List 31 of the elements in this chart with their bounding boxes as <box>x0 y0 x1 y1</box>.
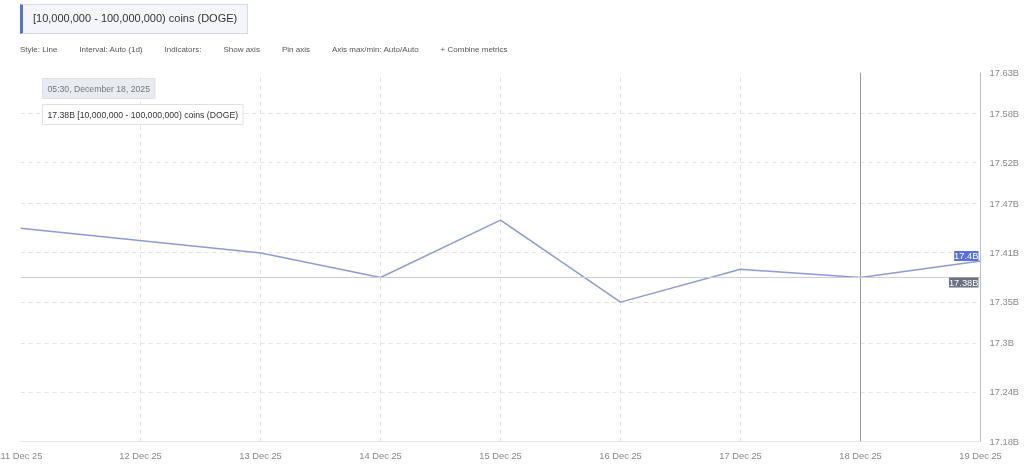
annotation: 17.38B [10,000,000 - 100,000,000) coins (DOGE) <box>47 109 239 120</box>
x-tick-label: 18 Dec 25 <box>839 450 882 461</box>
text: Style: Line <box>20 44 58 54</box>
x-tick-label: 15 Dec 25 <box>479 450 522 461</box>
annotation: 05:30, December 18, 2025 <box>47 83 151 94</box>
x-tick-label: 14 Dec 25 <box>359 450 402 461</box>
x-tick-label: 13 Dec 25 <box>239 450 282 461</box>
y-tick-label: 17.52B <box>989 157 1020 168</box>
y-tick-label: 17.18B <box>989 436 1020 447</box>
y-tick-label: 17.41B <box>989 247 1020 258</box>
text: Interval: Auto (1d) <box>79 44 143 54</box>
text: Indicators: <box>164 44 202 54</box>
ref-line-label: 17.38B <box>948 277 979 288</box>
x-tick-label: 17 Dec 25 <box>719 450 762 461</box>
y-tick-label: 17.63B <box>989 67 1020 78</box>
text: Axis max/min: Auto/Auto <box>331 44 419 54</box>
y-tick-label: 17.35B <box>989 297 1020 308</box>
y-tick-label: 17.24B <box>989 387 1020 398</box>
annotation: 17.4B <box>954 251 979 262</box>
y-tick-label: 17.3B <box>989 338 1014 349</box>
x-tick-label: 11 Dec 25 <box>0 450 43 461</box>
x-tick-label: 16 Dec 25 <box>599 450 642 461</box>
y-tick-label: 17.58B <box>989 108 1020 119</box>
x-tick-label: 12 Dec 25 <box>119 450 162 461</box>
line-series <box>20 219 981 303</box>
y-tick-label: 17.47B <box>989 198 1020 209</box>
text: + Combine metrics <box>440 44 508 54</box>
text: Show axis <box>223 44 260 54</box>
text: Pin axis <box>281 44 310 54</box>
chart-title: [10,000,000 - 100,000,000) coins (DOGE) <box>20 4 249 34</box>
x-tick-label: 19 Dec 25 <box>959 450 1002 461</box>
